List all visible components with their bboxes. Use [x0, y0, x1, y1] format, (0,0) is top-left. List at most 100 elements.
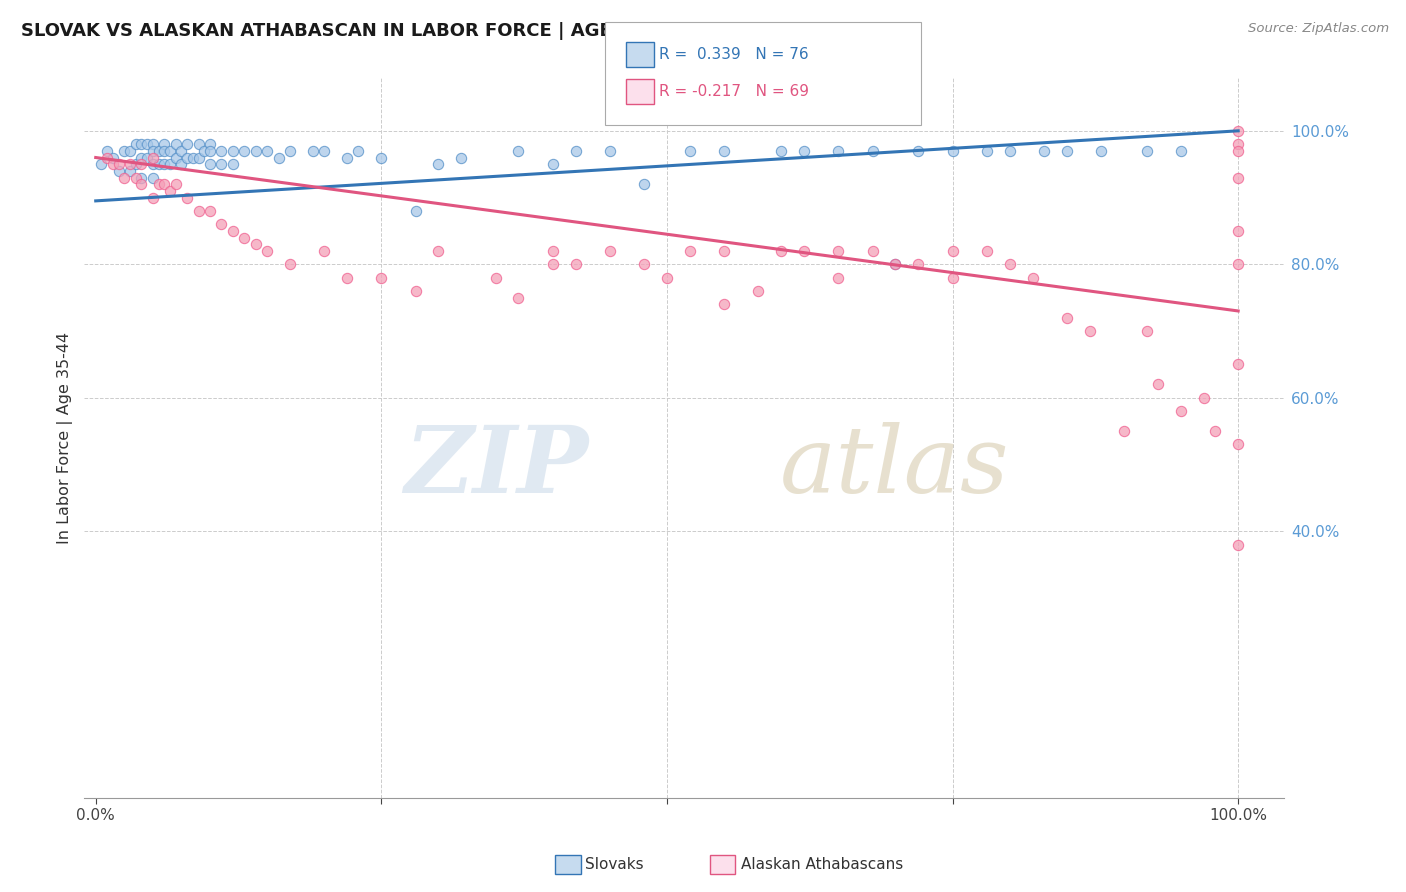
Point	[209, 157, 232, 171]
Point	[181, 151, 204, 165]
Point	[136, 137, 159, 152]
Point	[998, 257, 1021, 271]
Point	[90, 157, 112, 171]
Point	[713, 144, 735, 158]
Point	[112, 170, 135, 185]
Point	[827, 144, 849, 158]
Point	[222, 224, 245, 238]
Point	[713, 297, 735, 311]
Point	[159, 144, 181, 158]
Point	[314, 244, 336, 258]
Point	[884, 257, 907, 271]
Point	[508, 291, 530, 305]
Point	[1056, 310, 1078, 325]
Point	[427, 244, 450, 258]
Point	[1227, 537, 1250, 551]
Point	[125, 170, 148, 185]
Point	[187, 203, 209, 218]
Point	[907, 144, 929, 158]
Point	[278, 144, 301, 158]
Point	[633, 178, 655, 192]
Point	[209, 217, 232, 231]
Point	[405, 284, 427, 298]
Point	[233, 230, 256, 244]
Text: R =  0.339   N = 76: R = 0.339 N = 76	[659, 47, 808, 62]
Text: Alaskan Athabascans: Alaskan Athabascans	[741, 857, 903, 871]
Point	[679, 144, 702, 158]
Point	[112, 144, 135, 158]
Point	[148, 178, 170, 192]
Point	[198, 157, 221, 171]
Point	[1136, 144, 1159, 158]
Point	[336, 151, 359, 165]
Point	[222, 144, 245, 158]
Point	[153, 157, 176, 171]
Point	[125, 157, 148, 171]
Point	[347, 144, 370, 158]
Point	[245, 144, 267, 158]
Point	[142, 144, 165, 158]
Point	[998, 144, 1021, 158]
Point	[176, 190, 198, 204]
Point	[187, 151, 209, 165]
Point	[101, 151, 124, 165]
Point	[314, 144, 336, 158]
Text: SLOVAK VS ALASKAN ATHABASCAN IN LABOR FORCE | AGE 35-44 CORRELATION CHART: SLOVAK VS ALASKAN ATHABASCAN IN LABOR FO…	[21, 22, 897, 40]
Point	[165, 178, 187, 192]
Point	[256, 144, 278, 158]
Point	[541, 157, 564, 171]
Point	[564, 257, 586, 271]
Point	[941, 244, 963, 258]
Point	[907, 257, 929, 271]
Point	[427, 157, 450, 171]
Point	[793, 244, 815, 258]
Point	[131, 137, 153, 152]
Point	[405, 203, 427, 218]
Point	[96, 151, 118, 165]
Point	[131, 178, 153, 192]
Point	[1033, 144, 1056, 158]
Point	[159, 157, 181, 171]
Point	[976, 244, 998, 258]
Point	[193, 144, 215, 158]
Point	[747, 284, 769, 298]
Point	[541, 257, 564, 271]
Point	[484, 270, 506, 285]
Point	[153, 137, 176, 152]
Point	[1227, 257, 1250, 271]
Point	[862, 144, 884, 158]
Text: atlas: atlas	[780, 422, 1010, 512]
Point	[96, 144, 118, 158]
Point	[508, 144, 530, 158]
Point	[142, 157, 165, 171]
Point	[131, 151, 153, 165]
Point	[599, 144, 621, 158]
Text: ZIP: ZIP	[404, 422, 588, 512]
Point	[336, 270, 359, 285]
Point	[564, 144, 586, 158]
Text: Source: ZipAtlas.com: Source: ZipAtlas.com	[1249, 22, 1389, 36]
Point	[107, 164, 129, 178]
Point	[278, 257, 301, 271]
Point	[118, 164, 141, 178]
Point	[118, 157, 141, 171]
Point	[176, 137, 198, 152]
Text: R = -0.217   N = 69: R = -0.217 N = 69	[659, 85, 810, 99]
Point	[153, 178, 176, 192]
Y-axis label: In Labor Force | Age 35-44: In Labor Force | Age 35-44	[58, 332, 73, 544]
Point	[165, 137, 187, 152]
Point	[222, 157, 245, 171]
Point	[131, 170, 153, 185]
Point	[142, 190, 165, 204]
Point	[976, 144, 998, 158]
Point	[125, 137, 148, 152]
Point	[1227, 144, 1250, 158]
Point	[1056, 144, 1078, 158]
Point	[1227, 170, 1250, 185]
Point	[170, 144, 193, 158]
Point	[101, 157, 124, 171]
Point	[1192, 391, 1215, 405]
Point	[713, 244, 735, 258]
Point	[118, 144, 141, 158]
Point	[165, 151, 187, 165]
